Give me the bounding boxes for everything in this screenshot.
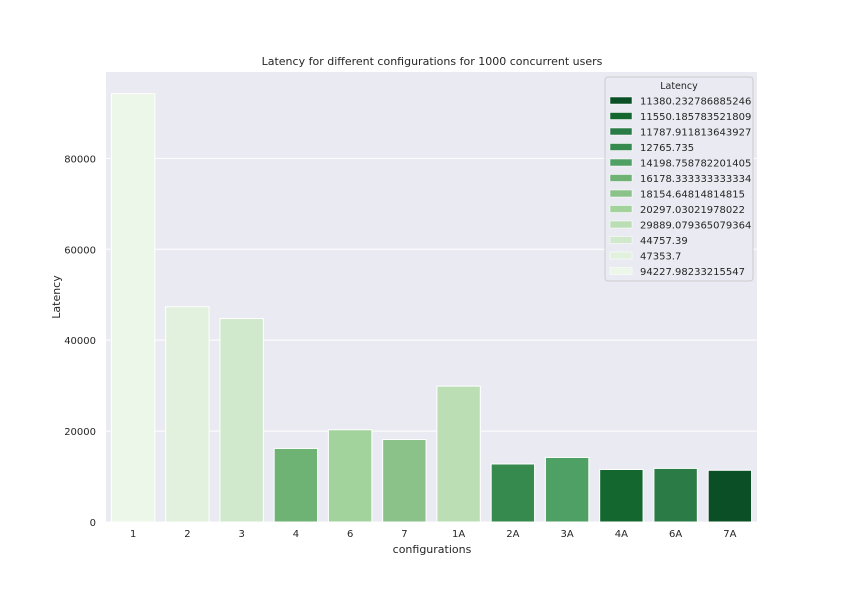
legend-swatch (609, 158, 633, 167)
chart-title: Latency for different configurations for… (262, 55, 603, 68)
bar (490, 463, 536, 523)
legend-swatch (609, 220, 633, 229)
legend-label: 18154.64814814815 (640, 190, 745, 201)
x-tick-label: 4A (615, 529, 628, 540)
legend-label: 44757.39 (640, 236, 688, 247)
legend-swatch (609, 96, 633, 105)
bar (436, 385, 481, 523)
bar (110, 93, 156, 523)
bars (110, 93, 753, 523)
legend-swatch (609, 205, 633, 213)
legend-swatch (609, 236, 633, 244)
bar (653, 467, 698, 523)
y-tick-label: 20000 (64, 427, 96, 438)
x-axis-label: configurations (393, 543, 472, 556)
y-tick-label: 40000 (64, 336, 96, 347)
legend-label: 94227.98233215547 (640, 267, 745, 278)
legend-box (604, 76, 754, 282)
legend-title: Latency (660, 81, 698, 92)
bar (544, 456, 590, 523)
legend-label: 11380.232786885246 (640, 97, 751, 108)
y-tick-label: 0 (90, 518, 96, 529)
bar (219, 318, 264, 523)
legend-swatch (609, 143, 633, 151)
legend-swatch (609, 112, 633, 120)
y-tick-label: 60000 (64, 245, 96, 256)
bar (599, 468, 644, 523)
bar (273, 447, 319, 523)
legend-label: 20297.03021978022 (640, 205, 745, 216)
x-tick-label: 7 (401, 529, 407, 540)
y-tick-label: 80000 (64, 154, 96, 165)
legend-swatch (609, 267, 633, 275)
legend-items: 11380.232786885246 11550.185783521809 1178… (609, 96, 751, 278)
legend-swatch (609, 174, 633, 182)
x-tick-label: 3 (238, 529, 244, 540)
x-tick-label: 2A (506, 529, 519, 540)
x-tick-label: 2 (184, 529, 190, 540)
legend: Latency 11380.232786885246 11550.18578352… (604, 76, 754, 282)
bar (327, 429, 373, 523)
x-tick-label: 1 (130, 529, 136, 540)
legend-swatch (609, 251, 633, 260)
bar (707, 469, 753, 523)
legend-label: 11787.911813643927 (640, 128, 751, 139)
legend-swatch (609, 127, 633, 136)
x-tick-label: 7A (723, 529, 736, 540)
legend-label: 11550.185783521809 (640, 112, 751, 123)
legend-label: 16178.333333333334 (640, 174, 751, 185)
x-tick-label: 3A (561, 529, 574, 540)
bar (165, 306, 210, 523)
x-tick-label: 6 (347, 529, 353, 540)
x-tick-label: 4 (293, 529, 299, 540)
x-tick-labels: 1 2 3 4 6 7 1A 2A 3A 4A 6A 7A (130, 529, 737, 540)
legend-label: 14198.758782201405 (640, 159, 751, 170)
legend-swatch (609, 189, 633, 198)
x-tick-label: 6A (669, 529, 682, 540)
legend-label: 47353.7 (640, 252, 681, 263)
legend-label: 12765.735 (640, 143, 694, 154)
bar (382, 438, 427, 523)
x-tick-label: 1A (452, 529, 465, 540)
gridlines (106, 157, 757, 523)
legend-label: 29889.079365079364 (640, 221, 751, 232)
y-axis-label: Latency (50, 275, 63, 319)
y-tick-labels: 0 20000 40000 60000 80000 (64, 154, 96, 529)
